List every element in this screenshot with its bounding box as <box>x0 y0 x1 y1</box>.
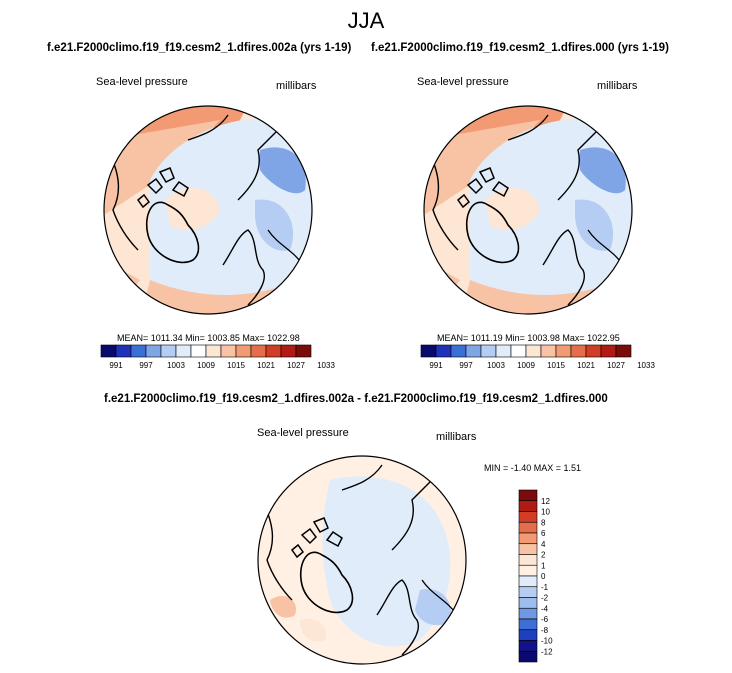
colorbar-swatch <box>525 344 542 358</box>
panel-right-variable: Sea-level pressure <box>417 76 509 88</box>
colorbar-swatch <box>518 521 538 534</box>
colorbar-swatch <box>518 607 538 620</box>
colorbar-swatch <box>510 344 527 358</box>
colorbar-swatch <box>570 344 587 358</box>
colorbar-swatch <box>190 344 207 358</box>
colorbar-swatch <box>585 344 602 358</box>
colorbar-swatch <box>175 344 192 358</box>
colorbar-swatch <box>518 543 538 555</box>
colorbar-swatch <box>160 344 177 358</box>
colorbar-swatch <box>130 344 147 358</box>
colorbar-tick-label: 991 <box>429 361 443 370</box>
colorbar-swatch <box>615 344 632 358</box>
colorbar-tick-label: -8 <box>541 626 549 635</box>
colorbar-tick-label: 10 <box>541 508 550 517</box>
colorbar-swatch <box>518 618 538 631</box>
colorbar-tick-label: 1015 <box>547 361 565 370</box>
colorbar-tick-label: 1009 <box>517 361 535 370</box>
colorbar-swatch <box>518 489 538 502</box>
colorbar-swatch <box>518 500 538 512</box>
colorbar-swatch <box>450 344 467 358</box>
colorbar-tick-label: -6 <box>541 615 549 624</box>
colorbar-tick-label: 1027 <box>287 361 305 370</box>
colorbar-tick-label: -12 <box>541 647 553 656</box>
colorbar-swatch <box>235 344 252 358</box>
colorbar-swatch <box>518 564 538 577</box>
colorbar-swatch <box>265 344 282 358</box>
colorbar-tick-label: 1033 <box>637 361 655 370</box>
panel-left-case-title: f.e21.F2000climo.f19_f19.cesm2_1.dfires.… <box>47 42 352 54</box>
colorbar-swatch <box>518 629 538 641</box>
colorbar-swatch <box>280 344 297 358</box>
colorbar-swatch <box>115 344 132 358</box>
colorbar-swatch <box>465 344 482 358</box>
colorbar-swatch <box>145 344 162 358</box>
colorbar-swatch <box>518 640 538 652</box>
colorbar-swatch <box>518 586 538 598</box>
colorbar-swatch <box>495 344 512 358</box>
colorbar-swatch <box>540 344 557 358</box>
colorbar-swatch <box>220 344 237 358</box>
season-title: JJA <box>347 8 385 33</box>
colorbar-tick-label: 997 <box>139 361 153 370</box>
colorbar-tick-label: 1015 <box>227 361 245 370</box>
colorbar-tick-label: 1021 <box>257 361 275 370</box>
colorbar-tick-label: 991 <box>109 361 123 370</box>
colorbar-swatch <box>100 344 117 358</box>
colorbar-swatch <box>205 344 222 358</box>
colorbar-tick-label: -1 <box>541 583 549 592</box>
diff-variable: Sea-level pressure <box>257 427 349 439</box>
colorbar-tick-label: 1009 <box>197 361 215 370</box>
panel-right-units: millibars <box>597 80 638 92</box>
diff-title: f.e21.F2000climo.f19_f19.cesm2_1.dfires.… <box>104 393 608 405</box>
colorbar-tick-label: 6 <box>541 529 546 538</box>
colorbar-swatch <box>555 344 572 358</box>
colorbar-swatch <box>600 344 617 358</box>
colorbar-swatch <box>518 532 538 545</box>
colorbar-swatch <box>518 511 538 523</box>
panel-left-units: millibars <box>276 80 317 92</box>
colorbar-tick-label: -2 <box>541 594 549 603</box>
colorbar-swatch <box>518 650 538 663</box>
colorbar-swatch <box>295 344 312 358</box>
panel-right-case-title: f.e21.F2000climo.f19_f19.cesm2_1.dfires.… <box>371 42 669 54</box>
colorbar-right: 991 997 1003 1009 1015 1021 1027 1033 <box>420 344 655 370</box>
colorbar-tick-label: 1033 <box>317 361 335 370</box>
colorbar-tick-label: 4 <box>541 540 546 549</box>
colorbar-tick-label: -4 <box>541 604 549 613</box>
colorbar-tick-label: 1003 <box>167 361 185 370</box>
panel-left-stats: MEAN= 1011.34 Min= 1003.85 Max= 1022.98 <box>117 333 300 343</box>
colorbar-swatch <box>518 554 538 566</box>
colorbar-tick-label: 1 <box>541 561 546 570</box>
colorbar-tick-label: 8 <box>541 518 546 527</box>
panel-left-variable: Sea-level pressure <box>96 76 188 88</box>
colorbar-tick-label: 1003 <box>487 361 505 370</box>
colorbar-swatch <box>420 344 437 358</box>
colorbar-swatch <box>250 344 267 358</box>
colorbar-tick-label: 997 <box>459 361 473 370</box>
colorbar-tick-label: 0 <box>541 572 546 581</box>
colorbar-tick-label: 1021 <box>577 361 595 370</box>
colorbar-left: 991 997 1003 1009 1015 1021 1027 1033 <box>100 344 335 370</box>
diff-stats: MIN = -1.40 MAX = 1.51 <box>484 463 582 473</box>
colorbar-swatch <box>518 597 538 609</box>
colorbar-tick-label: -10 <box>541 637 553 646</box>
colorbar-swatch <box>435 344 452 358</box>
colorbar-tick-label: 1027 <box>607 361 625 370</box>
panel-right-stats: MEAN= 1011.19 Min= 1003.98 Max= 1022.95 <box>437 333 620 343</box>
colorbar-swatch <box>518 575 538 588</box>
colorbar-swatch <box>480 344 497 358</box>
colorbar-tick-label: 12 <box>541 497 550 506</box>
diff-units: millibars <box>436 431 477 443</box>
colorbar-tick-label: 2 <box>541 551 546 560</box>
